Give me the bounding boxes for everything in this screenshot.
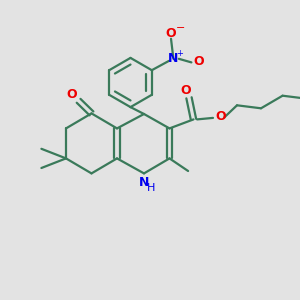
Text: O: O — [67, 88, 77, 101]
Text: O: O — [181, 84, 191, 97]
Text: O: O — [166, 27, 176, 40]
Text: H: H — [146, 183, 155, 194]
Text: O: O — [193, 55, 204, 68]
Text: +: + — [177, 49, 183, 58]
Text: −: − — [176, 22, 185, 33]
Text: N: N — [139, 176, 149, 190]
Text: O: O — [215, 110, 226, 123]
Text: N: N — [168, 52, 178, 65]
